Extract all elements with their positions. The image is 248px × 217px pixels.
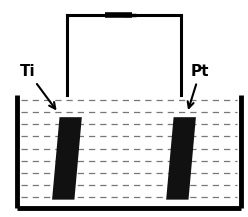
Polygon shape [52, 117, 82, 200]
Bar [19, 97, 239, 207]
Text: Pt: Pt [188, 64, 210, 108]
Polygon shape [166, 117, 196, 200]
Text: Ti: Ti [20, 64, 55, 109]
